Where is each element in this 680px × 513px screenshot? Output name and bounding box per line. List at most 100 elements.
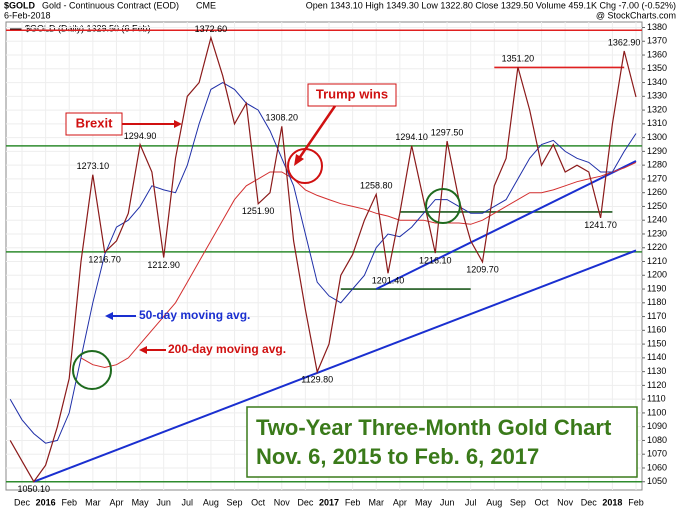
value-label: 1201.40 [372,276,405,286]
x-tick-label: Oct [535,497,550,507]
value-label: 1351.20 [502,54,535,64]
x-tick-label: Mar [368,497,384,507]
y-tick-label: 1310 [647,118,667,128]
y-tick-label: 1130 [647,366,666,376]
y-tick-label: 1060 [647,462,667,472]
y-tick-label: 1380 [647,22,667,32]
y-tick-label: 1170 [647,311,666,321]
y-tick-label: 1320 [647,104,667,114]
legend-label: $GOLD (Daily) 1329.50 (6 Feb) [25,23,151,33]
x-tick-label: May [415,497,433,507]
x-tick-label: May [132,497,150,507]
y-tick-label: 1280 [647,160,667,170]
x-tick-label: Sep [227,497,243,507]
annotation: 50-day moving avg. [139,308,250,322]
series-line [9,35,637,483]
y-tick-label: 1150 [647,338,666,348]
value-label: 1209.70 [466,264,499,274]
x-tick-label: Jul [182,497,194,507]
x-tick-label: 2017 [319,497,339,507]
value-label: 1372.60 [195,24,228,34]
y-tick-label: 1260 [647,187,667,197]
y-tick-label: 1230 [647,228,667,238]
value-label: 1251.90 [242,206,275,216]
value-label: 1297.50 [431,127,464,137]
x-tick-label: Sep [510,497,526,507]
arrowhead [139,346,147,354]
y-tick-label: 1270 [647,173,667,183]
y-tick-label: 1350 [647,63,667,73]
x-tick-label: Apr [109,497,123,507]
x-tick-label: Nov [274,497,291,507]
annotation: Trump wins [316,86,388,101]
y-tick-label: 1240 [647,215,667,225]
x-tick-label: Oct [251,497,266,507]
value-label: 1129.80 [301,374,333,384]
y-tick-label: 1120 [647,380,666,390]
x-tick-label: Feb [345,497,361,507]
exchange: CME [196,0,216,10]
plot-frame [5,21,643,491]
symbol: $GOLD [4,0,36,10]
x-tick-label: Nov [557,497,574,507]
y-tick-label: 1080 [647,435,667,445]
y-tick-label: 1180 [647,297,666,307]
box-title: Two-Year Three-Month Gold Chart [256,415,612,440]
y-tick-label: 1100 [647,407,666,417]
box-subtitle: Nov. 6, 2015 to Feb. 6, 2017 [256,444,539,469]
arrowhead [174,120,182,128]
credit: @ StockCharts.com [596,10,676,20]
trend-line [33,249,637,483]
series-line [9,82,637,444]
annotation: 200-day moving avg. [168,342,286,356]
y-tick-label: 1300 [647,132,667,142]
x-tick-label: Dec [297,497,314,507]
y-tick-label: 1110 [647,394,666,404]
value-label: 1216.10 [419,255,452,265]
x-tick-label: Apr [393,497,407,507]
y-tick-label: 1210 [647,256,667,266]
arrowhead [294,154,304,166]
y-tick-label: 1250 [647,201,667,211]
annotation: Brexit [76,115,114,130]
value-label: 1050.10 [18,484,51,494]
value-label: 1294.90 [124,131,157,141]
y-tick-label: 1330 [647,91,667,101]
value-label: 1294.10 [395,132,428,142]
value-label: 1216.70 [88,255,121,265]
annotation-box [307,83,397,107]
y-tick-label: 1220 [647,242,667,252]
value-label: 1212.90 [147,260,180,270]
x-tick-label: 2018 [602,497,622,507]
y-tick-label: 1200 [647,270,667,280]
x-tick-label: Feb [628,497,644,507]
x-tick-label: Dec [581,497,598,507]
y-tick-label: 1290 [647,146,667,156]
y-tick-label: 1140 [647,352,666,362]
value-label: 1273.10 [77,161,110,171]
highlight-circle [425,188,461,224]
value-label: 1258.80 [360,181,393,191]
x-tick-label: Dec [14,497,31,507]
chart-title: Gold - Continuous Contract (EOD) [42,0,179,10]
y-tick-label: 1190 [647,283,666,293]
y-tick-label: 1090 [647,421,667,431]
x-tick-label: Jun [156,497,171,507]
series-line [80,161,637,369]
x-tick-label: Aug [203,497,219,507]
title-box [246,406,638,478]
x-tick-label: 2016 [36,497,56,507]
y-tick-label: 1340 [647,77,667,87]
value-label: 1241.70 [584,220,617,230]
y-tick-label: 1360 [647,49,667,59]
trend-line [375,160,637,290]
y-tick-label: 1160 [647,325,666,335]
x-tick-label: Feb [61,497,77,507]
x-tick-label: Jul [465,497,477,507]
x-tick-label: Mar [85,497,101,507]
y-tick-label: 1070 [647,449,667,459]
x-tick-label: Jun [440,497,455,507]
highlight-circle [72,350,112,390]
value-label: 1362.90 [608,37,641,47]
